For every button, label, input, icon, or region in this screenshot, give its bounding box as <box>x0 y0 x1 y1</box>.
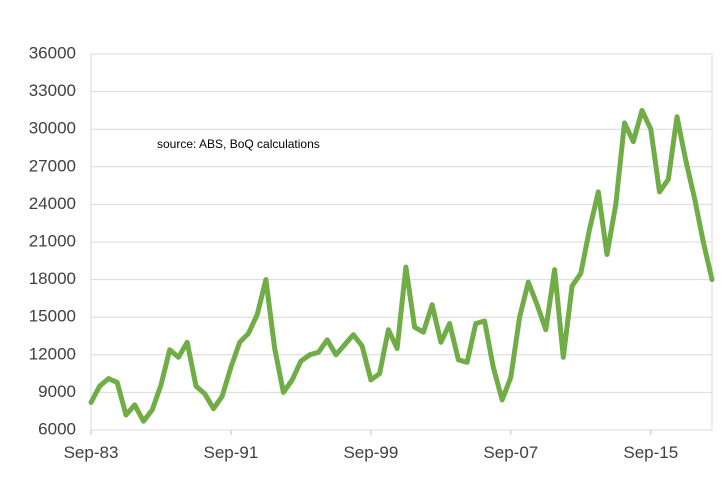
y-tick-label: 18000 <box>29 269 76 288</box>
y-tick-label: 12000 <box>29 344 76 363</box>
y-tick-label: 24000 <box>29 194 76 213</box>
y-tick-label: 27000 <box>29 156 76 175</box>
x-tick-label: Sep-91 <box>204 443 259 462</box>
y-tick-label: 36000 <box>29 43 76 62</box>
y-tick-label: 9000 <box>38 382 76 401</box>
x-tick-label: Sep-07 <box>483 443 538 462</box>
x-tick-label: Sep-83 <box>64 443 119 462</box>
y-tick-label: 15000 <box>29 307 76 326</box>
y-tick-label: 33000 <box>29 81 76 100</box>
y-tick-label: 6000 <box>38 419 76 438</box>
y-tick-label: 30000 <box>29 119 76 138</box>
x-tick-label: Sep-15 <box>623 443 678 462</box>
x-tick-label: Sep-99 <box>343 443 398 462</box>
source-annotation: source: ABS, BoQ calculations <box>157 137 320 151</box>
series-line <box>88 107 715 424</box>
y-axis-tick-labels: 36000 33000 30000 27000 24000 21000 18000 15000… <box>29 43 76 438</box>
x-axis-tick-labels: Sep-83 Sep-91 Sep-99 Sep-07 Sep-15 <box>64 430 678 462</box>
y-tick-label: 21000 <box>29 231 76 250</box>
